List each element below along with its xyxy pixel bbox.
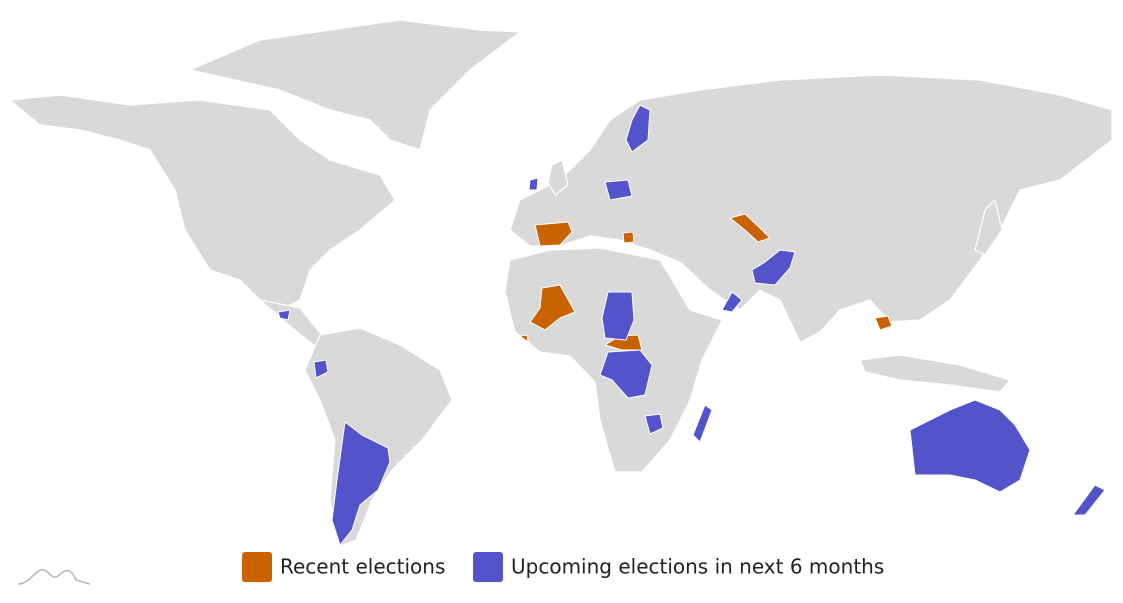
legend-swatch[interactable] xyxy=(473,552,503,582)
pakistan xyxy=(751,249,796,286)
finland xyxy=(625,104,651,153)
arctic-greenland xyxy=(189,19,521,151)
bulgaria xyxy=(622,231,635,244)
uzbekistan xyxy=(729,213,771,243)
legend-label[interactable]: Upcoming elections in next 6 months xyxy=(511,555,884,579)
cambodia xyxy=(874,315,893,331)
zimbabwe xyxy=(644,413,664,435)
argentina xyxy=(331,421,391,546)
poland xyxy=(604,179,633,201)
legend: Recent elections Upcoming elections in ne… xyxy=(242,552,884,582)
legend-label[interactable]: Recent elections xyxy=(280,555,445,579)
southeast-asia-islands xyxy=(859,354,1011,393)
highlighted-countries xyxy=(277,104,1106,546)
oman xyxy=(721,291,743,313)
legend-swatch[interactable] xyxy=(242,552,272,582)
honduras xyxy=(277,309,291,321)
australia xyxy=(909,399,1031,493)
ecuador xyxy=(313,359,329,379)
chad xyxy=(601,291,635,341)
japan xyxy=(974,199,1003,256)
south-america xyxy=(304,327,453,547)
uk xyxy=(547,159,569,196)
spain xyxy=(534,221,573,247)
ireland xyxy=(528,177,539,191)
mali xyxy=(529,284,576,331)
madagascar xyxy=(692,404,713,443)
new-zealand xyxy=(1072,484,1106,516)
liberia xyxy=(519,334,529,343)
logo-mark xyxy=(17,569,91,585)
north-america xyxy=(9,94,396,311)
logo xyxy=(17,569,91,585)
eurasia xyxy=(509,74,1113,343)
dr-congo xyxy=(599,349,653,399)
